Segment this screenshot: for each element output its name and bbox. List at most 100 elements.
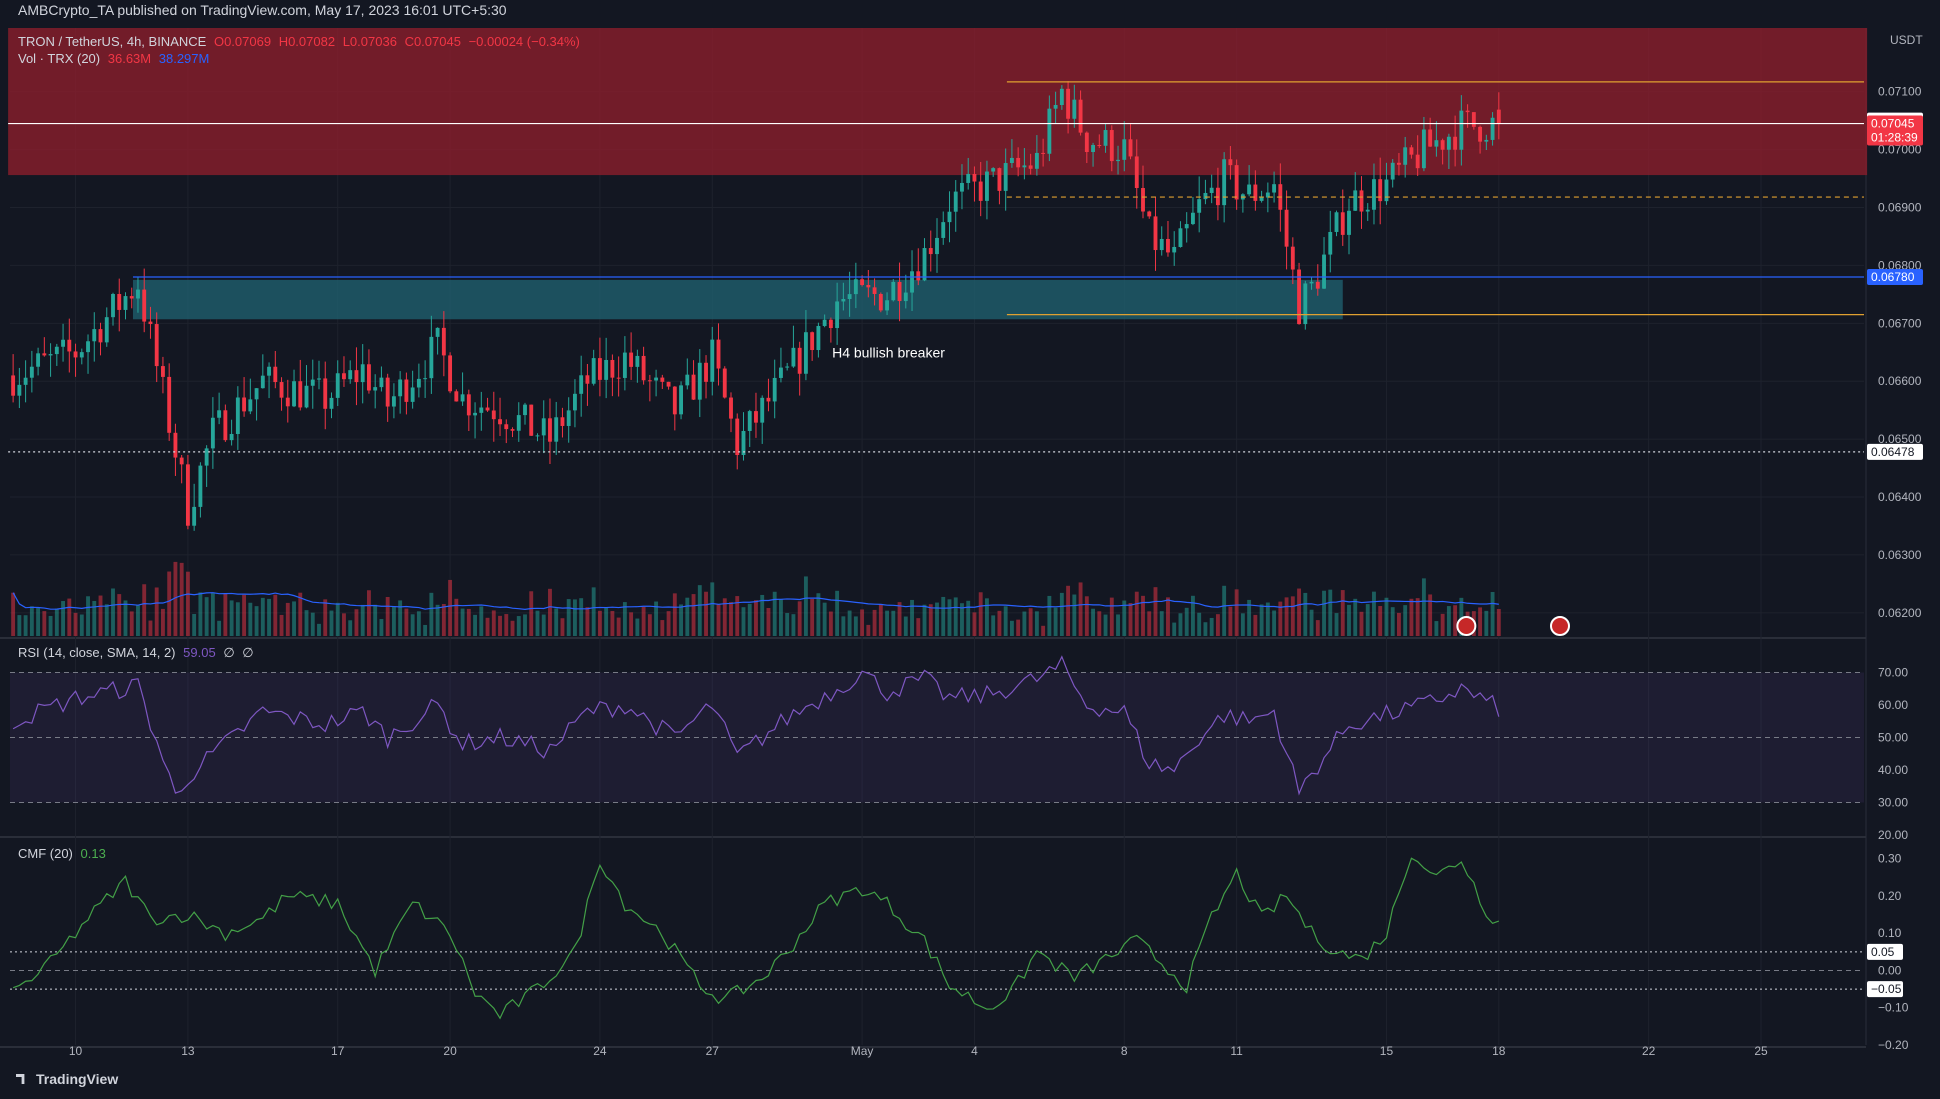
price-label-3: 0.06478 (1871, 445, 1915, 459)
candle-body-120 (760, 397, 765, 423)
candle-body-39 (254, 388, 259, 400)
volume-bar-159 (1003, 606, 1008, 636)
volume-bar-62 (398, 600, 403, 636)
volume-bar-206 (1297, 588, 1301, 636)
volume-bar-238 (1496, 608, 1501, 636)
cmf-line (12, 857, 1500, 1020)
volume-bar-163 (1028, 608, 1033, 636)
cmf-tick-4: −0.10 (1878, 1001, 1909, 1015)
cmf-value: 0.13 (80, 846, 106, 861)
volume-bar-236 (1484, 610, 1489, 636)
candle-body-148 (935, 237, 939, 255)
volume-bar-172 (1084, 596, 1089, 636)
volume-bar-220 (1384, 597, 1389, 636)
volume-bar-213 (1340, 590, 1345, 636)
candle-body-232 (1459, 110, 1464, 150)
candle-body-141 (891, 281, 896, 301)
candle-body-199 (1253, 184, 1258, 201)
volume-bar-214 (1347, 604, 1351, 636)
candle-body-73 (466, 394, 471, 416)
candle-body-51 (329, 397, 334, 409)
candle-body-53 (342, 373, 346, 380)
volume-bar-28 (185, 571, 190, 636)
candle-body-7 (54, 346, 59, 355)
candle-body-118 (747, 411, 752, 431)
candle-body-89 (566, 410, 571, 426)
volume-bar-8 (61, 601, 65, 636)
countdown-label: 01:28:39 (1871, 131, 1918, 145)
volume-ma-value: 38.297M (158, 51, 210, 66)
volume-bar-145 (916, 618, 921, 636)
volume-bar-100 (635, 618, 640, 636)
volume-bar-51 (329, 610, 334, 636)
volume-bar-32 (210, 593, 215, 636)
volume-bar-95 (604, 607, 609, 636)
candle-body-63 (404, 379, 409, 402)
candle-body-74 (473, 412, 477, 416)
volume-bar-201 (1265, 602, 1270, 636)
breaker-annotation: H4 bullish breaker (832, 344, 945, 360)
rsi-line (12, 655, 1500, 796)
volume-bar-161 (1016, 619, 1021, 636)
volume-bar-111 (704, 591, 708, 636)
candle-body-24 (161, 366, 165, 377)
time-tick-10: 15 (1380, 1044, 1394, 1058)
candle-body-49 (317, 378, 321, 380)
volume-bar-126 (797, 601, 802, 636)
candle-body-219 (1378, 179, 1383, 202)
candle-body-156 (985, 171, 989, 201)
volume-bar-232 (1459, 597, 1464, 636)
volume-bar-138 (872, 609, 877, 636)
volume-bar-85 (541, 614, 546, 636)
volume-bar-216 (1359, 611, 1364, 636)
candle-body-181 (1141, 188, 1145, 212)
volume-bar-223 (1403, 605, 1408, 636)
volume-bar-21 (142, 584, 147, 636)
candle-body-238 (1496, 109, 1501, 124)
volume-bar-34 (223, 593, 228, 636)
candle-body-94 (597, 358, 602, 380)
ohlc-open: O0.07069 (213, 34, 272, 49)
cmf-tick-0: 0.30 (1878, 852, 1902, 866)
candle-body-111 (704, 362, 708, 382)
volume-bar-118 (747, 603, 752, 636)
volume-bar-93 (591, 587, 596, 636)
volume-bar-101 (641, 606, 646, 636)
candle-body-70 (448, 355, 453, 392)
candle-body-29 (192, 506, 197, 526)
volume-bar-5 (42, 611, 47, 636)
candle-body-221 (1390, 162, 1395, 180)
candle-body-213 (1340, 212, 1345, 235)
volume-bar-178 (1122, 600, 1127, 636)
volume-bar-136 (860, 609, 865, 636)
candle-body-87 (554, 417, 559, 442)
candle-body-179 (1128, 139, 1133, 157)
cmf-label[interactable]: CMF (20) (18, 846, 73, 861)
candle-body-170 (1072, 99, 1077, 119)
tradingview-logo[interactable]: TradingView (16, 1071, 118, 1087)
candle-body-50 (323, 378, 328, 409)
rsi-na-2: ∅ (242, 645, 254, 660)
volume-bar-113 (716, 604, 721, 636)
candle-body-40 (260, 375, 265, 389)
volume-bar-166 (1047, 595, 1052, 636)
rsi-label[interactable]: RSI (14, close, SMA, 14, 2) (18, 645, 176, 660)
volume-bar-224 (1409, 598, 1414, 636)
volume-bar-67 (429, 592, 434, 636)
volume-bar-104 (660, 620, 665, 636)
volume-bar-149 (941, 596, 946, 636)
volume-bar-177 (1116, 614, 1120, 636)
candle-body-186 (1172, 246, 1177, 253)
volume-bar-176 (1109, 597, 1114, 636)
candle-body-86 (548, 418, 552, 442)
volume-label[interactable]: Vol · TRX (20) (18, 51, 101, 66)
volume-bar-24 (161, 608, 165, 636)
symbol-name[interactable]: TRON / TetherUS, 4h, BINANCE (18, 34, 207, 49)
volume-bar-124 (785, 613, 790, 636)
volume-bar-11 (79, 614, 84, 636)
candle-body-82 (523, 404, 527, 416)
volume-bar-122 (772, 591, 777, 636)
volume-bar-49 (317, 623, 321, 636)
volume-bar-192 (1209, 617, 1214, 636)
